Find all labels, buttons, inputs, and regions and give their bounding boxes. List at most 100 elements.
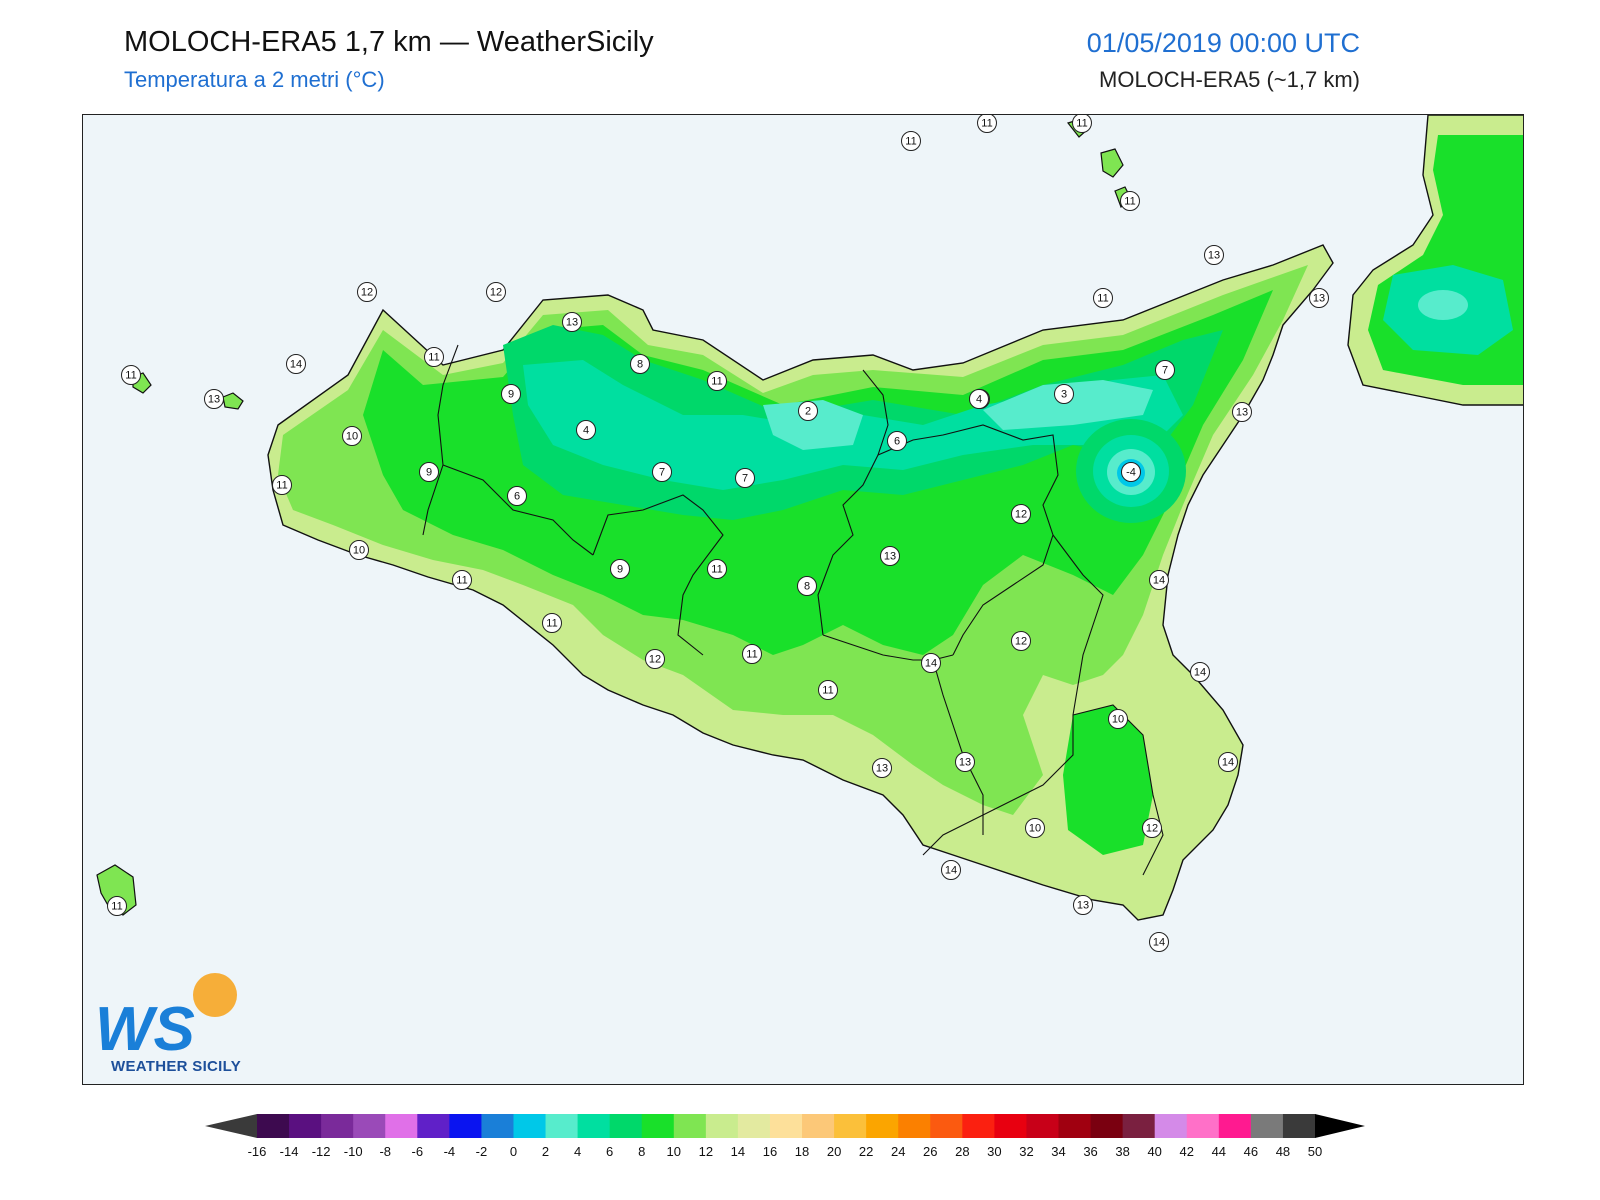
- station-marker: 10: [342, 426, 362, 446]
- colorbar-min-arrow: [205, 1114, 257, 1138]
- temp-band-4: [763, 400, 863, 450]
- station-marker: 11: [742, 644, 762, 664]
- station-marker-value: 9: [426, 467, 432, 479]
- station-marker-value: 11: [546, 618, 557, 630]
- station-marker-circle: [818, 680, 838, 700]
- colorbar-swatch: [481, 1114, 514, 1138]
- colorbar-tick-label: -4: [444, 1144, 456, 1159]
- station-marker: 11: [977, 115, 997, 133]
- station-marker: 11: [107, 896, 127, 916]
- station-marker: 9: [419, 462, 439, 482]
- station-marker: 13: [1232, 402, 1252, 422]
- station-marker-circle: [501, 384, 521, 404]
- station-marker-circle: [645, 649, 665, 669]
- station-marker-value: 11: [111, 901, 122, 913]
- station-marker: 13: [1309, 288, 1329, 308]
- station-marker-circle: [1142, 818, 1162, 838]
- colorbar-swatch: [1154, 1114, 1188, 1138]
- logo-sun-icon: [193, 973, 237, 1017]
- station-marker: 6: [887, 431, 907, 451]
- station-marker-value: 14: [290, 359, 302, 371]
- station-markers: 1111111113111312121311141113891174234104…: [107, 115, 1329, 952]
- model-label: MOLOCH-ERA5 (~1,7 km): [1099, 67, 1360, 92]
- station-marker-circle: [1093, 288, 1113, 308]
- station-marker: 6: [507, 486, 527, 506]
- station-marker-value: 13: [566, 317, 578, 329]
- island-eolie-2: [1100, 148, 1124, 178]
- station-marker: 12: [357, 282, 377, 302]
- colorbar-swatch: [962, 1114, 995, 1138]
- colorbar-swatch: [545, 1114, 579, 1138]
- station-marker-value: 12: [649, 654, 661, 666]
- station-marker-circle: [880, 546, 900, 566]
- island-egadi: [222, 392, 244, 410]
- colorbar-tick-label: -14: [280, 1144, 299, 1159]
- station-marker: 11: [424, 347, 444, 367]
- station-marker-value: 12: [1015, 636, 1027, 648]
- colorbar-tick-label: 16: [763, 1144, 777, 1159]
- colorbar-tick-label: 38: [1115, 1144, 1129, 1159]
- station-marker-circle: [1011, 631, 1031, 651]
- colorbar-tick-label: 32: [1019, 1144, 1033, 1159]
- station-marker: 12: [1011, 504, 1031, 524]
- colorbar-tick-label: 28: [955, 1144, 969, 1159]
- colorbar-tick-label: 14: [731, 1144, 745, 1159]
- station-marker-value: 11: [125, 370, 136, 382]
- station-marker-circle: [204, 389, 224, 409]
- station-marker-value: 11: [276, 480, 287, 492]
- forecast-datetime: 01/05/2019 00:00 UTC: [1086, 28, 1360, 58]
- station-marker-value: 14: [945, 865, 957, 877]
- station-marker-value: 8: [804, 581, 810, 593]
- station-marker-circle: [798, 401, 818, 421]
- colorbar-swatch: [321, 1114, 354, 1138]
- colorbar-swatches: [257, 1114, 1316, 1138]
- station-marker: 13: [562, 312, 582, 332]
- colorbar-tick-label: 18: [795, 1144, 809, 1159]
- colorbar-swatch: [1026, 1114, 1060, 1138]
- station-marker-circle: [507, 486, 527, 506]
- station-marker-circle: [562, 312, 582, 332]
- station-marker: 14: [1218, 752, 1238, 772]
- station-marker: 8: [630, 354, 650, 374]
- colorbar-swatch: [449, 1114, 482, 1138]
- station-marker-value: 9: [617, 564, 623, 576]
- station-marker-value: 6: [514, 491, 520, 503]
- station-marker: 11: [272, 475, 292, 495]
- station-marker-circle: [1054, 384, 1074, 404]
- colorbar-swatch: [353, 1114, 386, 1138]
- map-title: MOLOCH-ERA5 1,7 km — WeatherSicily: [124, 26, 654, 58]
- station-marker-value: 13: [884, 551, 896, 563]
- colorbar-swatch: [1186, 1114, 1220, 1138]
- temperature-colorbar: -16 -14 -12 -10 -8 -6 -4 -2 0 2 4 6 8 10 12 14 16 18 20 22 2…: [205, 1114, 1365, 1159]
- station-marker-circle: [1155, 360, 1175, 380]
- station-marker-value: 11: [822, 685, 833, 697]
- station-marker-value: 4: [583, 425, 589, 437]
- station-marker: 3: [1054, 384, 1074, 404]
- colorbar-tick-label: 4: [574, 1144, 581, 1159]
- station-marker: 7: [735, 468, 755, 488]
- station-marker: 10: [349, 540, 369, 560]
- station-marker-circle: [1011, 504, 1031, 524]
- station-marker-value: 11: [711, 564, 722, 576]
- colorbar-tick-label: 36: [1083, 1144, 1097, 1159]
- station-marker-value: 14: [1153, 937, 1165, 949]
- station-marker-value: 14: [925, 658, 937, 670]
- station-marker-circle: [1309, 288, 1329, 308]
- colorbar-swatch: [834, 1114, 867, 1138]
- station-marker-value: -4: [1126, 467, 1136, 479]
- station-marker-value: 9: [508, 389, 514, 401]
- station-marker-value: 10: [353, 545, 365, 557]
- station-marker-circle: [872, 758, 892, 778]
- colorbar-swatch: [1122, 1114, 1156, 1138]
- colorbar-swatch: [577, 1114, 611, 1138]
- station-marker-circle: [797, 576, 817, 596]
- station-marker-circle: [542, 613, 562, 633]
- map-subtitle: Temperatura a 2 metri (°C): [124, 67, 385, 92]
- station-marker-value: 13: [1208, 250, 1220, 262]
- station-marker-value: 13: [1236, 407, 1248, 419]
- logo-mark: WS: [95, 995, 195, 1064]
- colorbar-swatch: [609, 1114, 643, 1138]
- colorbar-swatch: [1250, 1114, 1284, 1138]
- station-marker: 11: [452, 570, 472, 590]
- station-marker-value: 10: [1112, 714, 1124, 726]
